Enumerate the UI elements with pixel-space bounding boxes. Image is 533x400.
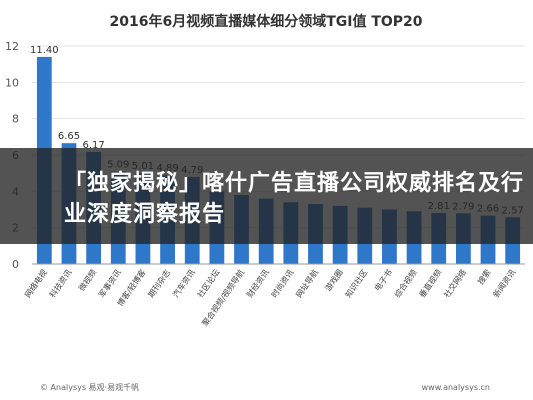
category-label: 垂直视频 bbox=[417, 267, 444, 299]
category-label: 汽车资讯 bbox=[170, 267, 197, 299]
footer-source: © Analysys 易观·易观千帆 bbox=[40, 382, 139, 392]
footer: © Analysys 易观·易观千帆 www.analysys.cn bbox=[40, 382, 490, 392]
data-label: 6.17 bbox=[82, 140, 104, 151]
category-label: 搜索 bbox=[475, 267, 492, 286]
category-label: 新闻资讯 bbox=[491, 267, 518, 299]
data-label: 6.65 bbox=[58, 131, 80, 142]
category-label: 时尚资讯 bbox=[269, 267, 296, 299]
y-tick-label: 0 bbox=[12, 258, 19, 271]
category-label: 财经资讯 bbox=[244, 267, 271, 299]
category-label: 微视频 bbox=[76, 267, 98, 292]
category-label: 期刊杂志 bbox=[146, 267, 173, 299]
category-label: 综合视频 bbox=[392, 267, 419, 299]
category-label: 聚合视频/视频导航 bbox=[200, 267, 246, 327]
category-label: 电子书 bbox=[372, 267, 394, 292]
category-label: 科技资讯 bbox=[47, 267, 74, 299]
y-tick-label: 12 bbox=[5, 40, 19, 53]
category-label: 网络电视 bbox=[22, 267, 49, 299]
data-label: 11.40 bbox=[30, 45, 59, 56]
headline-text: 「独家揭秘」喀什广告直播公司权威排名及行业深度洞察报告 bbox=[64, 171, 525, 227]
category-label: 知识社区 bbox=[343, 267, 370, 299]
headline-overlay: 「独家揭秘」喀什广告直播公司权威排名及行业深度洞察报告 bbox=[0, 148, 533, 244]
category-label: 网址导航 bbox=[294, 267, 321, 299]
category-label: 游戏圈 bbox=[323, 267, 345, 292]
y-tick-label: 8 bbox=[12, 113, 19, 126]
category-label: 社交网络 bbox=[441, 267, 468, 299]
category-label: 社区论坛 bbox=[195, 267, 222, 299]
footer-url: www.analysys.cn bbox=[422, 383, 490, 392]
y-tick-label: 10 bbox=[5, 76, 19, 89]
chart-title: 2016年6月视频直播媒体细分领域TGI值 TOP20 bbox=[109, 13, 422, 30]
category-label: 军事资讯 bbox=[96, 267, 123, 299]
